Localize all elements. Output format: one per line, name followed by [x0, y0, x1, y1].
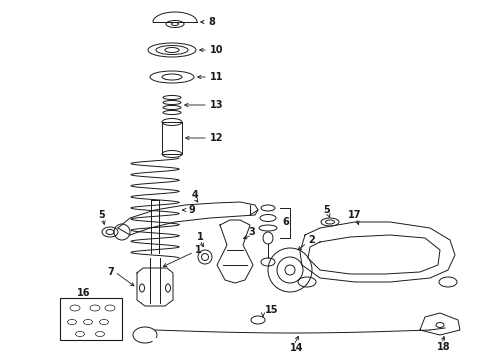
Text: 12: 12	[210, 133, 223, 143]
Text: 11: 11	[210, 72, 223, 82]
Text: 16: 16	[77, 288, 91, 298]
Text: 18: 18	[437, 342, 451, 352]
Text: 15: 15	[265, 305, 278, 315]
Text: 2: 2	[308, 235, 315, 245]
Text: 7: 7	[107, 267, 114, 277]
Bar	[162, 122, 182, 154]
Text: 1: 1	[197, 232, 204, 242]
Text: 5: 5	[98, 210, 105, 220]
Text: 9: 9	[188, 205, 195, 215]
Text: 8: 8	[208, 17, 215, 27]
Text: 4: 4	[192, 190, 199, 200]
Text: 6: 6	[282, 217, 289, 227]
Text: 1: 1	[195, 245, 202, 255]
Text: 5: 5	[323, 205, 330, 215]
Text: 17: 17	[348, 210, 362, 220]
Text: 14: 14	[290, 343, 303, 353]
Text: 3: 3	[248, 227, 255, 237]
Text: 10: 10	[210, 45, 223, 55]
Bar	[60, 298, 122, 340]
Text: 13: 13	[210, 100, 223, 110]
